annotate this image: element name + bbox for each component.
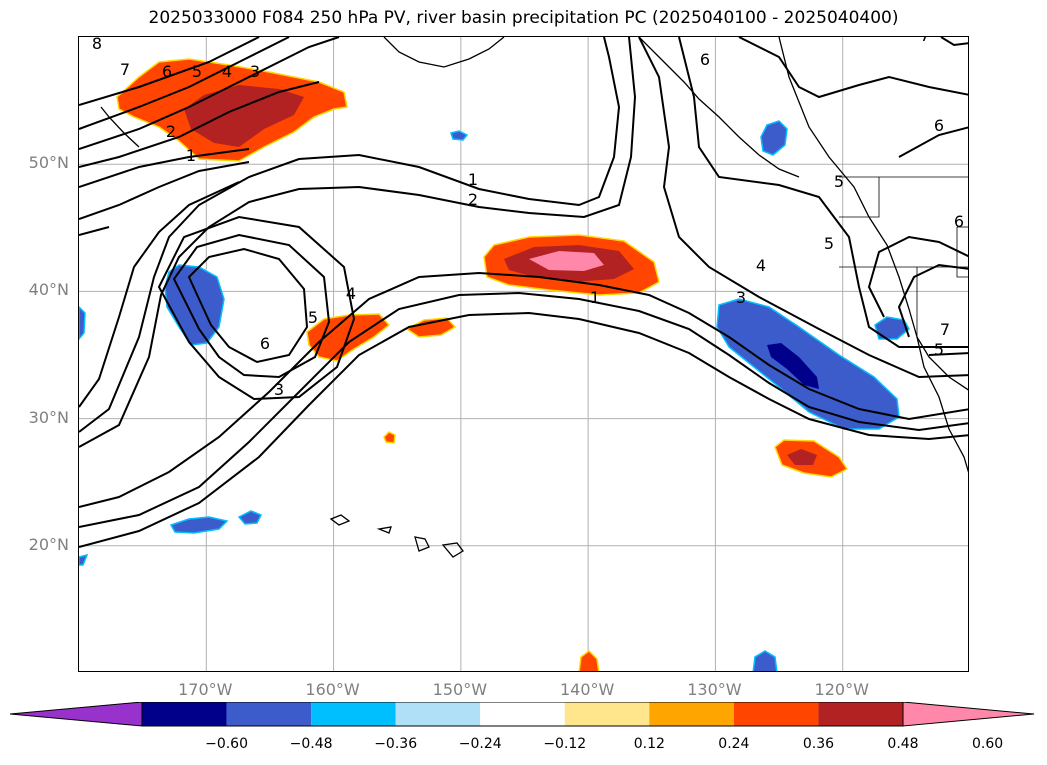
precip-negative-region: [79, 553, 89, 566]
colorbar-tick-label: −0.12: [543, 736, 587, 752]
precip-negative-region: [237, 510, 263, 525]
pv-contour-label: 4: [756, 256, 766, 275]
colorbar-tick-label: 0.12: [633, 736, 665, 752]
lat-tick-label: 40°N: [28, 280, 69, 300]
coastlines: [100, 37, 968, 558]
lon-tick-label: 160°W: [305, 680, 360, 699]
colorbar-tick-label: −0.48: [289, 736, 333, 752]
pv-contour-label: 5: [934, 340, 944, 359]
precip-negative-region: [169, 516, 229, 534]
precip-positive-region: [578, 650, 600, 671]
lon-tick-label: 150°W: [432, 680, 488, 699]
precip-negative-region: [752, 650, 778, 671]
colorbar-swatch: [649, 702, 734, 726]
pv-contour-labels: 8765432112456313465657675: [92, 37, 964, 399]
colorbar-swatch: [226, 702, 312, 726]
pv-contour-label: 4: [346, 284, 356, 303]
lon-tick-label: 170°W: [178, 680, 233, 699]
pv-contour-label: 6: [700, 50, 710, 69]
colorbar-tick-label: −0.60: [205, 736, 248, 752]
colorbar-tick-label: 0.60: [971, 736, 1004, 752]
lon-tick-label: 130°W: [687, 680, 742, 699]
pv-contour-label: 8: [92, 37, 102, 53]
lat-tick-label: 20°N: [28, 534, 69, 554]
colorbar-swatch: [564, 702, 650, 726]
precip-strong-negative-region: [767, 343, 819, 389]
pv-contour-label: 2: [166, 122, 176, 141]
precip-positive-region: [383, 431, 396, 444]
precip-negative-region: [79, 305, 86, 341]
precip-negative-region: [716, 298, 900, 430]
colorbar-swatch: [395, 702, 481, 726]
pv-contour-label: 4: [222, 62, 232, 81]
pv-contour-label: 7: [120, 60, 130, 79]
colorbar-extend-max: [902, 702, 1035, 727]
colorbar-tick-label: −0.36: [374, 736, 418, 752]
map-title: 2025033000 F084 250 hPa PV, river basin …: [148, 8, 899, 28]
map-panel: 8765432112456313465657675: [78, 36, 969, 672]
pv-contour-label: 2: [468, 190, 478, 209]
political-borders: [839, 176, 968, 337]
pv-contour-label: 6: [162, 62, 172, 81]
precip-positive-region: [405, 317, 457, 338]
colorbar-tick-label: 0.24: [718, 736, 750, 752]
colorbar-swatch: [142, 702, 227, 726]
pv-contour-label: 5: [834, 172, 844, 191]
precip-negative-region: [874, 316, 910, 340]
pv-contour-label: 7: [940, 320, 950, 339]
pv-contour-label: 5: [308, 308, 318, 327]
colorbar-swatch: [818, 702, 903, 726]
colorbar-swatch: [311, 702, 396, 726]
pv-contour-label: 7: [920, 37, 930, 45]
colorbar-swatch: [733, 702, 819, 726]
colorbar-extend-min: [10, 702, 143, 727]
colorbar-tick-label: 0.48: [887, 736, 919, 752]
colorbar: [10, 702, 1035, 727]
pv-contour-label: 5: [824, 234, 834, 253]
pv-contour-label: 6: [260, 334, 270, 353]
pv-contour-label: 6: [954, 212, 964, 231]
lat-tick-label: 30°N: [28, 407, 69, 427]
pv-contour-label: 3: [274, 380, 284, 399]
pv-contour-label: 1: [468, 170, 478, 189]
colorbar-tick-label: 0.36: [802, 736, 835, 752]
precip-negative-region: [450, 130, 469, 141]
precip-strong-positive-region: [787, 449, 817, 465]
precip-negative-region: [760, 120, 788, 156]
lon-tick-label: 120°W: [814, 680, 869, 699]
pv-contour-label: 6: [934, 116, 944, 135]
pv-contour-label: 3: [736, 288, 746, 307]
precip-strong-positive-region: [184, 85, 304, 147]
precip-max-positive-region: [529, 251, 604, 271]
pv-contour-label: 1: [590, 288, 600, 307]
colorbar-tick-label: −0.24: [458, 736, 502, 752]
map-canvas: 8765432112456313465657675: [79, 37, 968, 671]
lon-tick-label: 140°W: [559, 680, 615, 699]
pv-contours: [79, 37, 968, 548]
lat-tick-label: 50°N: [28, 153, 69, 173]
pv-contour-label: 1: [186, 146, 196, 165]
precip-negative-region: [164, 264, 225, 346]
colorbar-swatch: [480, 702, 565, 726]
pv-contour-label: 5: [192, 62, 202, 81]
pv-contour-label: 3: [250, 62, 260, 81]
precip-fill-layer: [79, 58, 910, 671]
